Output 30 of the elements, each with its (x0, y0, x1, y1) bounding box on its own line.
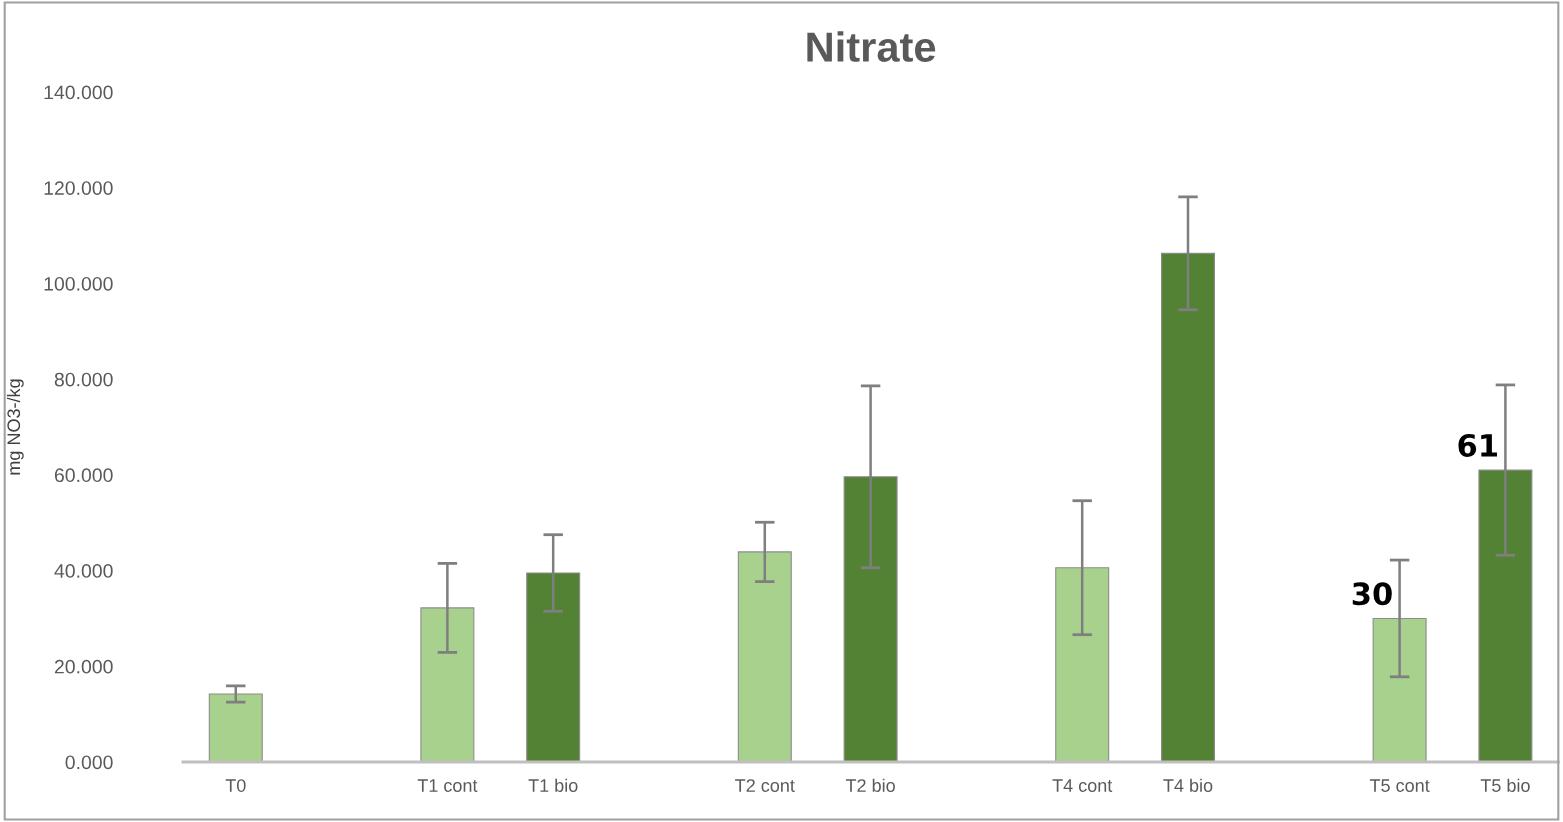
bar (1372, 617, 1427, 762)
bar (843, 476, 898, 762)
y-tick-label: 80.000 (54, 372, 113, 387)
bar (1160, 252, 1216, 762)
x-tick-label: T1 bio (528, 778, 578, 792)
y-tick-label: 140.000 (44, 85, 113, 100)
data-label: 61 (1458, 433, 1497, 457)
bar (420, 607, 475, 762)
bar (1055, 567, 1110, 762)
x-tick-label: T5 cont (1369, 779, 1430, 792)
bar (526, 572, 581, 762)
chart-title: Nitrate (807, 31, 936, 62)
x-tick-label: T4 bio (1163, 778, 1213, 792)
y-tick-label: 120.000 (44, 181, 113, 196)
y-tick-label: 40.000 (54, 564, 113, 578)
data-label: 30 (1352, 582, 1392, 606)
x-tick-label: T0 (225, 779, 246, 792)
y-tick-label: 100.000 (44, 276, 113, 291)
bar (737, 551, 792, 762)
y-axis-title: mg NO3-/kg (6, 379, 24, 475)
y-tick-label: 20.000 (54, 659, 113, 674)
bar (208, 693, 263, 762)
x-tick-label: T4 cont (1052, 779, 1113, 792)
x-tick-label: T5 bio (1480, 778, 1530, 792)
x-tick-label: T2 cont (735, 779, 795, 792)
y-tick-label: 60.000 (54, 468, 113, 483)
x-tick-label: T1 cont (417, 779, 478, 792)
x-tick-label: T2 bio (845, 778, 895, 792)
bar (1478, 469, 1533, 762)
y-tick-label: 0.000 (65, 755, 113, 770)
